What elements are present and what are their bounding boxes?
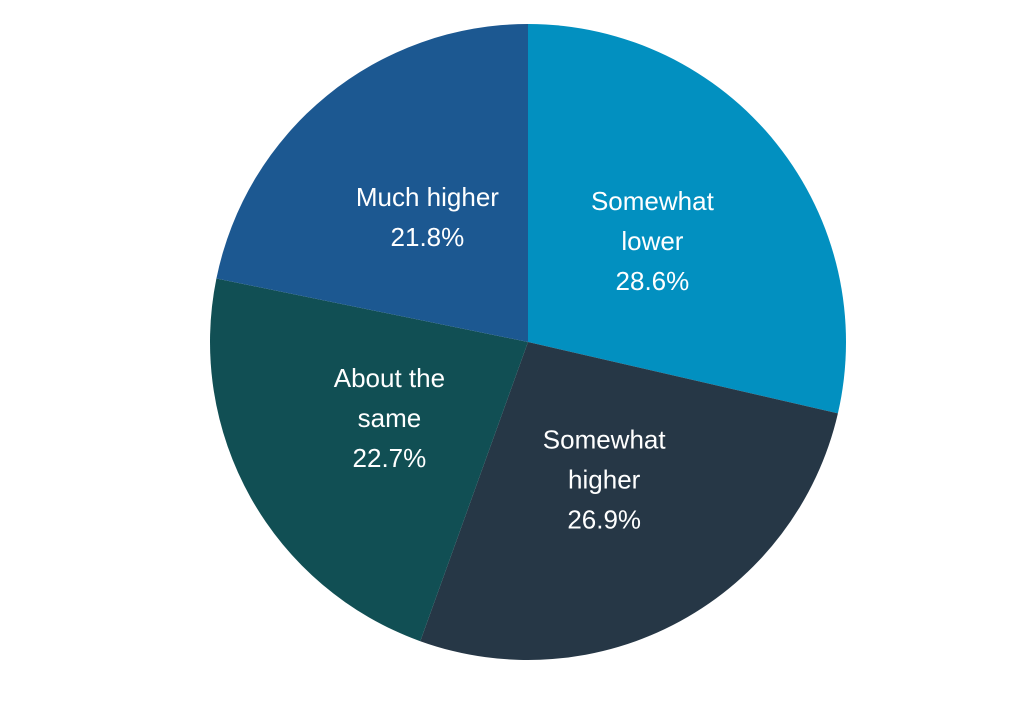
slice-category-label: Much higher <box>356 182 499 212</box>
slice-category-label: About the <box>334 363 445 393</box>
pie-labels: Somewhat lower 28.6% Somewhat higher 26.9% Abo… <box>334 182 715 535</box>
slice-value-label: 21.8% <box>391 222 465 252</box>
pie-label-somewhat-lower: Somewhat lower 28.6% <box>591 186 715 296</box>
slice-category-label: higher <box>568 464 641 494</box>
slice-category-label: Somewhat <box>543 424 667 454</box>
slice-value-label: 28.6% <box>616 266 690 296</box>
pie-label-about-the-same: About the same 22.7% <box>334 363 445 473</box>
pie-slices <box>210 24 847 661</box>
slice-category-label: same <box>358 403 422 433</box>
slice-value-label: 26.9% <box>567 504 641 534</box>
slice-category-label: Somewhat <box>591 186 715 216</box>
pie-slice-about-the-same <box>210 278 528 642</box>
pie-slice-somewhat-lower <box>528 24 847 414</box>
pie-slice-much-higher <box>216 24 528 342</box>
pie-label-much-higher: Much higher 21.8% <box>356 182 499 252</box>
slice-category-label: lower <box>621 226 683 256</box>
pie-label-somewhat-higher: Somewhat higher 26.9% <box>543 424 667 534</box>
slice-value-label: 22.7% <box>353 443 427 473</box>
pie-slice-somewhat-higher <box>420 342 838 661</box>
